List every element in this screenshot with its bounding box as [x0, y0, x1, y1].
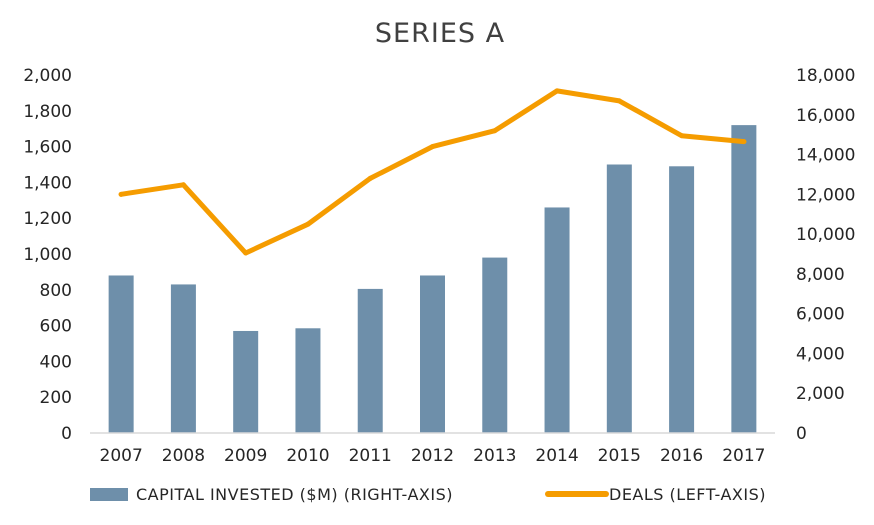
legend-swatch-bar [90, 488, 128, 501]
right-tick-label: 12,000 [796, 185, 855, 205]
line-series [118, 88, 747, 256]
x-tick-label: 2010 [286, 446, 329, 466]
left-tick-label: 2,000 [23, 66, 72, 86]
deals-point [679, 133, 685, 139]
deals-point [554, 88, 560, 94]
right-tick-label: 6,000 [796, 305, 845, 325]
deals-point [430, 144, 435, 150]
left-tick-label: 600 [40, 317, 72, 337]
bar-series [108, 125, 757, 434]
right-tick-label: 14,000 [796, 146, 855, 166]
right-tick-label: 0 [796, 424, 807, 444]
bar [482, 257, 508, 433]
bar [170, 284, 196, 433]
deals-line [118, 88, 747, 256]
left-tick-label: 200 [40, 388, 72, 408]
bar [606, 164, 632, 433]
bar [731, 125, 757, 434]
deals-point [180, 182, 186, 188]
right-tick-label: 8,000 [796, 265, 845, 285]
left-tick-label: 400 [40, 352, 72, 372]
x-tick-label: 2012 [411, 446, 454, 466]
left-tick-label: 1,800 [23, 102, 72, 122]
x-tick-label: 2011 [349, 446, 392, 466]
deals-point [118, 191, 124, 197]
legend-label-deals: DEALS (LEFT-AXIS) [609, 485, 766, 504]
right-axis-ticks: 0 2,000 4,000 6,000 8,000 10,000 12,000 14,000 1… [796, 66, 855, 444]
right-tick-label: 18,000 [796, 66, 855, 86]
bar [108, 275, 134, 433]
x-axis-ticks: 2007 2008 2009 2010 2011 2012 2013 2014 2015 2016… [100, 446, 766, 466]
x-tick-label: 2016 [660, 446, 703, 466]
bar [420, 275, 445, 433]
right-tick-label: 16,000 [796, 106, 855, 126]
right-tick-label: 4,000 [796, 344, 845, 364]
left-tick-label: 1,000 [23, 245, 72, 265]
legend: CAPITAL INVESTED ($M) (RIGHT-AXIS) DEALS… [90, 485, 766, 504]
bar [233, 330, 259, 433]
left-tick-label: 1,600 [23, 138, 72, 158]
chart-title: SERIES A [375, 18, 505, 49]
x-tick-label: 2008 [162, 446, 205, 466]
bar [544, 207, 570, 433]
deals-point [367, 175, 373, 181]
deals-point [243, 250, 249, 256]
bar [669, 166, 695, 434]
left-axis-ticks: 0 200 400 600 800 1,000 1,200 1,400 1,600 1,800 2,… [23, 66, 72, 444]
x-tick-label: 2015 [598, 446, 641, 466]
x-tick-label: 2013 [473, 446, 516, 466]
deals-point [616, 98, 622, 104]
bar [295, 328, 321, 433]
x-tick-label: 2007 [100, 446, 143, 466]
x-tick-label: 2017 [722, 446, 765, 466]
bar [357, 288, 383, 433]
legend-label-capital: CAPITAL INVESTED ($M) (RIGHT-AXIS) [136, 485, 453, 504]
x-tick-label: 2009 [224, 446, 267, 466]
right-tick-label: 10,000 [796, 225, 855, 245]
deals-point [492, 128, 498, 134]
left-tick-label: 800 [40, 281, 72, 301]
left-tick-label: 1,400 [23, 173, 72, 193]
x-tick-label: 2014 [535, 446, 578, 466]
left-tick-label: 1,200 [23, 209, 72, 229]
deals-point [741, 139, 747, 145]
left-tick-label: 0 [61, 424, 72, 444]
deals-point [305, 221, 311, 227]
right-tick-label: 2,000 [796, 384, 845, 404]
